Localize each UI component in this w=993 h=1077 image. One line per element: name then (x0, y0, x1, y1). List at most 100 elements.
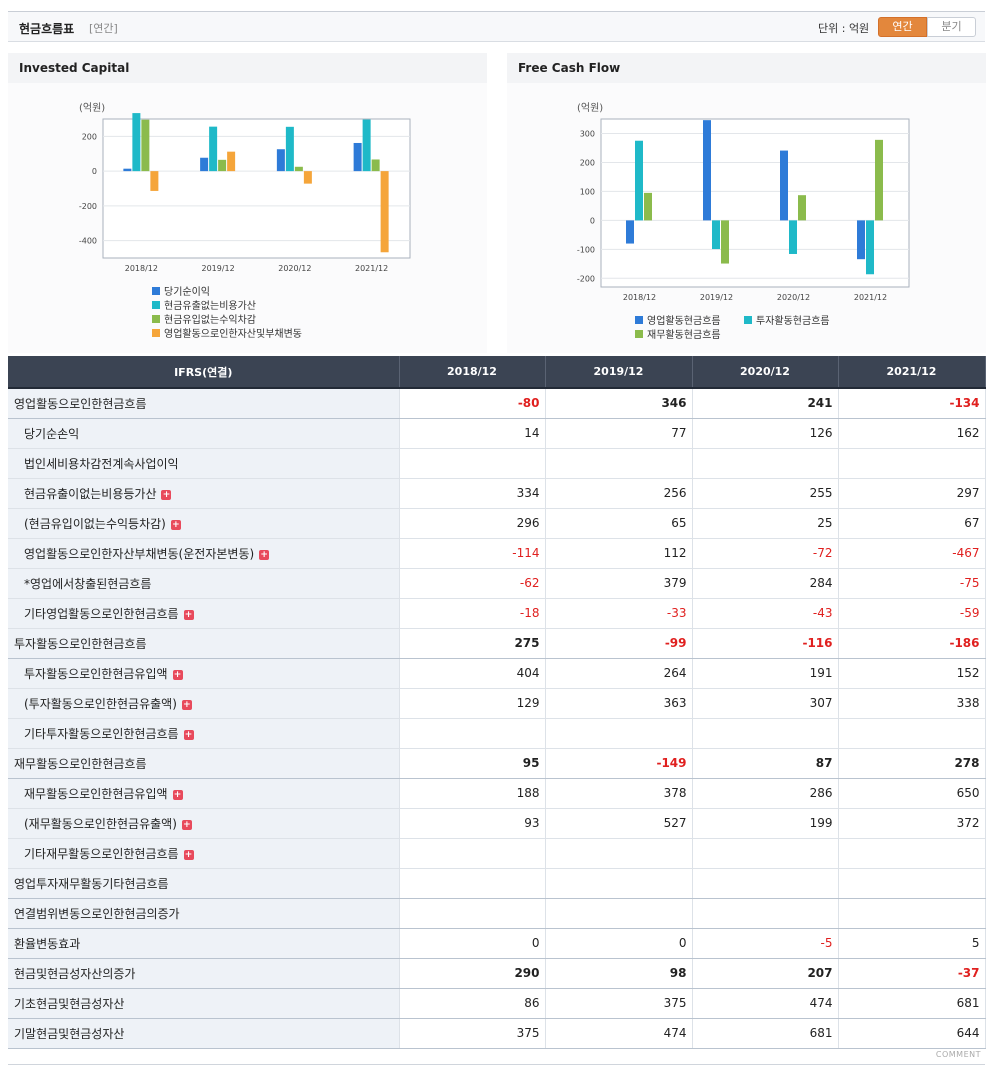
x-tick-label: 2021/12 (355, 264, 388, 273)
row-label-text: (투자활동으로인한현금유출액) (24, 696, 177, 711)
legend-swatch (152, 287, 160, 295)
x-tick-label: 2020/12 (278, 264, 311, 273)
table-cell: 95 (399, 748, 546, 779)
table-row: (현금유입이없는수익등차감) +296 65 25 67 (8, 508, 986, 539)
table-cell: 191 (692, 658, 839, 689)
x-tick-label: 2018/12 (623, 293, 656, 302)
header-year: 2019/12 (545, 356, 693, 389)
table-cell: -80 (399, 388, 546, 419)
row-label-text: 현금및현금성자산의증가 (14, 966, 136, 981)
bar (362, 119, 371, 172)
axis-unit-label: (억원) (577, 102, 603, 114)
row-label[interactable]: 기타재무활동으로인한현금흐름 + (8, 838, 400, 869)
table-cell: -99 (545, 628, 693, 659)
table-row: 재무활동으로인한현금유입액 +188 378 286 650 (8, 778, 986, 809)
y-tick-label: 200 (82, 132, 97, 141)
table-cell: -59 (838, 598, 986, 629)
table-cell: 378 (545, 778, 693, 809)
expand-plus-icon[interactable]: + (259, 549, 270, 560)
table-cell: 241 (692, 388, 839, 419)
row-label[interactable]: 영업활동으로인한자산부채변동(운전자본변동) + (8, 538, 400, 569)
expand-plus-icon[interactable]: + (170, 519, 181, 530)
row-label-text: 기타영업활동으로인한현금흐름 (24, 606, 179, 621)
y-tick-label: -200 (577, 274, 595, 283)
expand-plus-icon[interactable]: + (181, 819, 192, 830)
bar (150, 171, 159, 191)
table-cell: 363 (545, 688, 693, 719)
table-cell: 5 (838, 928, 986, 959)
row-label: 영업투자재무활동기타현금흐름 (8, 868, 400, 899)
table-row: 법인세비용차감전계속사업이익 (8, 448, 986, 479)
table-cell (692, 448, 839, 479)
bar (857, 220, 865, 260)
expand-plus-icon[interactable]: + (181, 699, 192, 710)
period-label: [연간] (89, 22, 118, 35)
table-cell: 297 (838, 478, 986, 509)
comment-link[interactable]: COMMENT (935, 1050, 981, 1059)
table-row: 재무활동으로인한현금흐름 95 -149 87 278 (8, 748, 986, 779)
table-cell: -33 (545, 598, 693, 629)
row-label: 기초현금및현금성자산 (8, 988, 400, 1019)
y-tick-label: 200 (580, 158, 595, 167)
table-cell (692, 838, 839, 869)
table-cell (838, 718, 986, 749)
table-cell: 65 (545, 508, 693, 539)
legend-label: 재무활동현금흐름 (647, 328, 721, 341)
expand-plus-icon[interactable]: + (183, 609, 194, 620)
row-label[interactable]: 투자활동으로인한현금유입액 + (8, 658, 400, 689)
expand-plus-icon[interactable]: + (161, 489, 172, 500)
table-row: 현금유출이없는비용등가산 +334 256 255 297 (8, 478, 986, 509)
row-label-text: 현금유출이없는비용등가산 (24, 486, 157, 501)
row-label-text: 재무활동으로인한현금흐름 (14, 756, 147, 771)
expand-plus-icon[interactable]: + (172, 789, 183, 800)
expand-plus-icon[interactable]: + (172, 669, 183, 680)
table-cell: 98 (545, 958, 693, 989)
table-cell: 346 (545, 388, 693, 419)
toggle-annual-button[interactable]: 연간 (878, 17, 927, 37)
row-label[interactable]: 현금유출이없는비용등가산 + (8, 478, 400, 509)
row-label-text: 영업활동으로인한자산부채변동(운전자본변동) (24, 546, 255, 561)
row-label: 법인세비용차감전계속사업이익 (8, 448, 400, 479)
table-cell (399, 898, 546, 929)
toggle-quarter-button[interactable]: 분기 (927, 17, 976, 37)
row-label[interactable]: 기타영업활동으로인한현금흐름 + (8, 598, 400, 629)
unit-label: 단위 : 억원 (818, 22, 870, 35)
y-tick-label: -200 (79, 202, 97, 211)
bar (780, 150, 788, 221)
table-cell (692, 718, 839, 749)
table-cell (692, 898, 839, 929)
table-row: 기타영업활동으로인한현금흐름 + -18 -33 -43 -59 (8, 598, 986, 629)
expand-plus-icon[interactable]: + (183, 729, 194, 740)
legend-swatch (635, 316, 643, 324)
panel-header (8, 53, 487, 83)
table-row: 영업투자재무활동기타현금흐름 (8, 868, 986, 899)
table-cell: -43 (692, 598, 839, 629)
bar (200, 157, 209, 172)
table-cell: -5 (692, 928, 839, 959)
expand-plus-icon[interactable]: + (183, 849, 194, 860)
row-label[interactable]: 기타투자활동으로인한현금흐름 + (8, 718, 400, 749)
row-label[interactable]: (투자활동으로인한현금유출액) + (8, 688, 400, 719)
row-label: 당기순손익 (8, 418, 400, 449)
row-label[interactable]: (현금유입이없는수익등차감) + (8, 508, 400, 539)
legend-swatch (152, 315, 160, 323)
legend-swatch (152, 301, 160, 309)
bar (380, 171, 389, 253)
header-year: 2021/12 (838, 356, 986, 389)
row-label[interactable]: (재무활동으로인한현금유출액) + (8, 808, 400, 839)
table-cell: 404 (399, 658, 546, 689)
table-cell: 152 (838, 658, 986, 689)
table-cell: 290 (399, 958, 546, 989)
table-cell (399, 838, 546, 869)
row-label-text: 투자활동으로인한현금흐름 (14, 636, 147, 651)
x-tick-label: 2020/12 (777, 293, 810, 302)
table-row: (재무활동으로인한현금유출액) +93 527 199 372 (8, 808, 986, 839)
row-label[interactable]: 재무활동으로인한현금유입액 + (8, 778, 400, 809)
table-cell: -467 (838, 538, 986, 569)
legend-label: 영업활동현금흐름 (647, 314, 721, 327)
row-label-text: *영업에서창출된현금흐름 (24, 576, 152, 591)
table-cell (545, 448, 693, 479)
table-cell: 375 (545, 988, 693, 1019)
table-cell: -18 (399, 598, 546, 629)
legend-swatch (635, 330, 643, 338)
